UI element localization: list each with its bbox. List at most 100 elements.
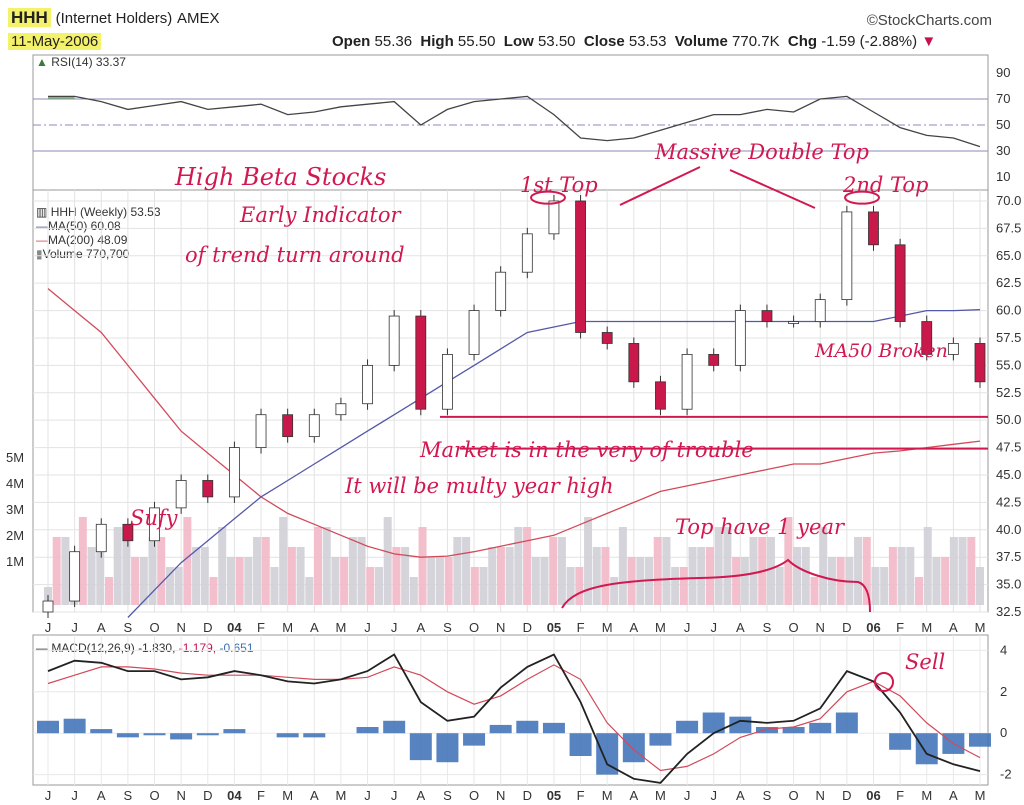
volume-bar <box>374 567 383 605</box>
volume-bar <box>488 547 497 605</box>
volume-bar <box>941 557 950 605</box>
volume-bar <box>932 557 941 605</box>
candle-body <box>335 403 347 416</box>
candle-body <box>122 523 134 542</box>
volume-bar <box>78 517 87 605</box>
macd-histogram-bar <box>436 733 459 763</box>
volume-bar <box>871 567 880 605</box>
macd-histogram-bar <box>223 729 246 734</box>
rsi-tick-label: 50 <box>996 117 1010 132</box>
price-tick-label: 32.5 <box>996 604 1021 619</box>
month-tick-label: 05 <box>547 620 561 635</box>
volume-bar <box>270 567 279 605</box>
macd-histogram-bar <box>809 722 832 734</box>
macd-tick-label: 2 <box>1000 684 1007 699</box>
month-tick-label: F <box>896 620 904 635</box>
volume-bar <box>226 557 235 605</box>
volume-bar <box>218 527 227 605</box>
volume-value: 770.7K <box>732 33 780 50</box>
volume-bar <box>523 527 532 605</box>
candle-body <box>388 315 400 366</box>
candle-body <box>814 299 826 322</box>
volume-bar <box>880 567 889 605</box>
month-tick-label: J <box>364 788 371 803</box>
candle-body <box>548 200 560 235</box>
volume-bar <box>462 537 471 605</box>
candle-body <box>442 354 453 410</box>
volume-bar <box>235 557 244 605</box>
macd-histogram-bar <box>596 733 619 775</box>
price-tick-label: 52.5 <box>996 385 1021 400</box>
volume-bar <box>584 517 593 605</box>
volume-bar <box>244 557 253 605</box>
month-tick-label: D <box>842 620 851 635</box>
macd-histogram-bar <box>463 733 486 746</box>
month-tick-label: F <box>577 620 585 635</box>
month-tick-label: J <box>391 620 398 635</box>
high-value: 55.50 <box>457 33 496 50</box>
month-tick-label: M <box>602 620 613 635</box>
volume-bar <box>697 547 706 605</box>
low-value: 53.50 <box>537 33 576 50</box>
volume-bar <box>96 547 105 605</box>
candle-body <box>521 233 533 273</box>
month-tick-label: M <box>975 620 986 635</box>
candle-body <box>788 321 799 324</box>
macd-histogram-bar <box>143 733 166 736</box>
candle-body <box>228 447 240 498</box>
annotation-trend-turn: of trend turn around <box>185 243 405 267</box>
month-tick-label: N <box>816 788 825 803</box>
month-tick-label: A <box>416 620 425 635</box>
volume-bar <box>514 527 523 605</box>
month-tick-label: J <box>684 620 691 635</box>
first-top-circle <box>530 190 566 205</box>
candle-body <box>894 244 906 322</box>
chg-label: Chg <box>787 33 818 50</box>
price-tick-label: 47.5 <box>996 440 1021 455</box>
month-tick-label: A <box>736 788 745 803</box>
volume-bar <box>714 527 723 605</box>
volume-bar <box>505 547 514 605</box>
volume-bar <box>740 557 749 605</box>
month-tick-label: J <box>391 788 398 803</box>
company-name: (Internet Holders) <box>55 10 173 27</box>
annotation-second-top: 2nd Top <box>843 173 929 197</box>
macd-histogram-bar <box>37 720 59 734</box>
second-top-circle <box>844 190 880 205</box>
macd-histogram-bar <box>542 722 565 734</box>
volume-tick-label: 1M <box>6 554 24 569</box>
price-title: HHH (Weekly) 53.53 <box>50 205 161 219</box>
volume-bar <box>61 537 70 605</box>
month-tick-label: O <box>469 788 479 803</box>
volume-bar <box>862 537 871 605</box>
month-tick-label: N <box>176 788 185 803</box>
macd-histogram-bar <box>889 733 912 750</box>
macd-tick-label: 4 <box>1000 642 1007 657</box>
volume-tick-label: 4M <box>6 476 24 491</box>
month-tick-label: 04 <box>227 620 242 635</box>
ma50-label: MA(50) 60.08 <box>48 219 121 233</box>
macd-histogram-bar <box>116 733 139 738</box>
candle-body <box>655 381 666 410</box>
month-tick-label: F <box>257 788 265 803</box>
rsi-tick-label: 70 <box>996 91 1010 106</box>
rsi-legend-icon: ▲ <box>36 55 48 69</box>
candle-body <box>868 211 879 246</box>
candle-body <box>575 200 586 333</box>
month-tick-label: F <box>577 788 585 803</box>
volume-bar <box>592 547 601 605</box>
ma200-legend-icon: — <box>36 233 48 247</box>
volume-bar <box>723 527 732 605</box>
annotation-first-top: 1st Top <box>520 173 598 197</box>
volume-bar <box>688 547 697 605</box>
month-tick-label: N <box>496 620 505 635</box>
volume-bar <box>705 547 714 605</box>
candle-body <box>495 271 507 311</box>
volume-bar <box>766 537 775 605</box>
volume-bar <box>348 537 357 605</box>
volume-bar <box>52 537 61 605</box>
volume-bar <box>479 567 488 605</box>
month-tick-label: J <box>364 620 371 635</box>
volume-bar <box>662 537 671 605</box>
candle-body <box>69 551 81 602</box>
